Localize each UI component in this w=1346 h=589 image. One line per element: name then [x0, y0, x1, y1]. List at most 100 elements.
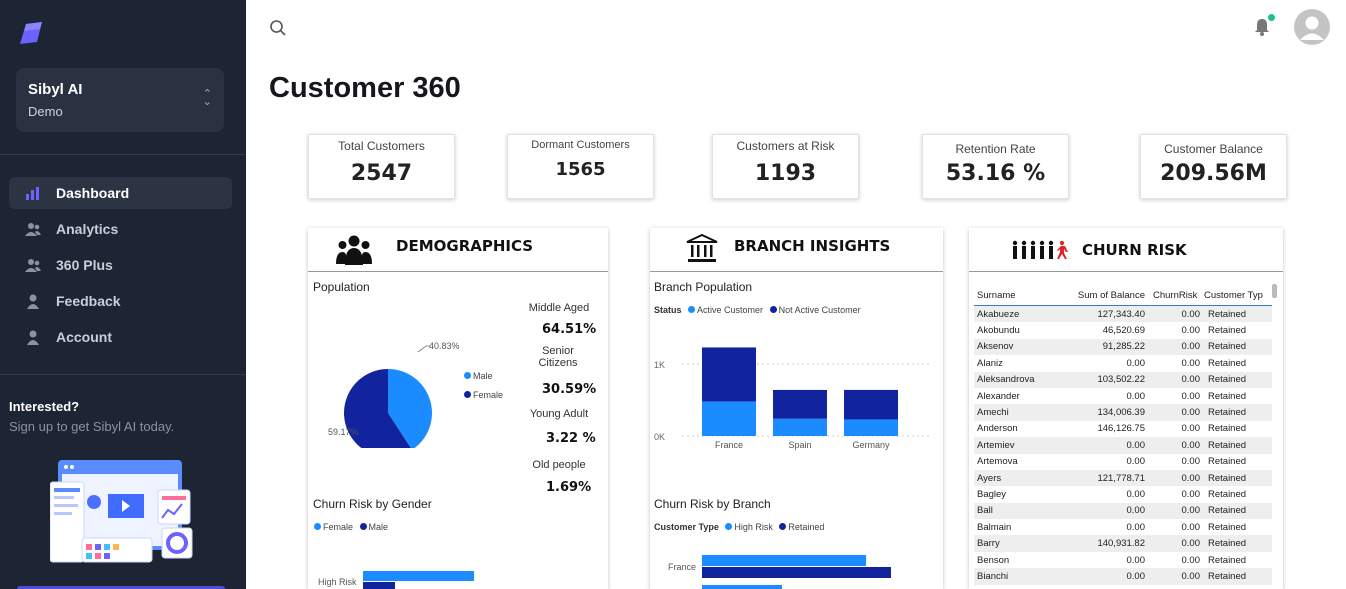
cell-balance: 140,931.82 — [1097, 538, 1145, 550]
cell-balance: 134,006.39 — [1097, 407, 1145, 419]
nav-label: Dashboard — [56, 185, 130, 201]
users-icon — [25, 259, 41, 272]
legend-label: Retained — [788, 522, 825, 532]
legend-title: Customer Type — [654, 522, 719, 532]
cell-surname: Aksenov — [977, 341, 1014, 353]
table-header: Surname Sum of Balance ChurnRisk Custome… — [974, 286, 1272, 306]
churn-risk-panel: CHURN RISK Surname Sum of Balance ChurnR… — [969, 228, 1283, 589]
table-row[interactable]: Bianchi 0.00 0.00 Retained — [974, 568, 1272, 585]
legend-label: High Risk — [734, 522, 773, 532]
cell-churnrisk: 0.00 — [1181, 538, 1201, 550]
col-header-churnrisk[interactable]: ChurnRisk — [1153, 290, 1198, 301]
bar-germany-not-active — [844, 389, 898, 420]
cell-customer-type: Retained — [1208, 521, 1247, 533]
nav-item-analytics[interactable]: Analytics — [9, 213, 232, 245]
kpi-customers-at-risk: Customers at Risk 1193 — [712, 134, 859, 199]
pie-slice-female — [344, 369, 411, 448]
stat-label: Young Adult — [529, 408, 589, 420]
churn-gender-label: Churn Risk by Gender — [313, 497, 432, 511]
nav-item-dashboard[interactable]: Dashboard — [9, 177, 232, 209]
user-avatar-icon — [1300, 16, 1324, 40]
table-row[interactable]: Alexander 0.00 0.00 Retained — [974, 388, 1272, 404]
kpi-customer-balance: Customer Balance 209.56M — [1140, 134, 1287, 199]
bar-france-not-active — [702, 347, 756, 402]
legend-label: Not Active Customer — [778, 305, 861, 315]
table-row[interactable]: Bagley 0.00 0.00 Retained — [974, 486, 1272, 502]
churn-branch-legend: Customer Type High Risk Retained — [654, 522, 824, 532]
cell-customer-type: Retained — [1208, 456, 1247, 468]
org-switcher[interactable]: Sibyl AI Demo ⌃ ⌄ — [16, 68, 224, 132]
kpi-value: 2547 — [350, 161, 413, 186]
table-row[interactable]: Aleksandrova 103,502.22 0.00 Retained — [974, 371, 1272, 388]
table-row[interactable]: Benson 0.00 0.00 Retained — [974, 552, 1272, 568]
nav-item-account[interactable]: Account — [9, 321, 232, 353]
logo-icon[interactable] — [18, 20, 44, 46]
cell-churnrisk: 0.00 — [1181, 423, 1201, 435]
cell-surname: Artemiev — [977, 439, 1015, 451]
table-row[interactable]: Ayers 121,778.71 0.00 Retained — [974, 469, 1272, 487]
table-row[interactable]: Amechi 134,006.39 0.00 Retained — [974, 404, 1272, 421]
cell-surname: Amechi — [977, 407, 1009, 419]
table-row[interactable]: Artemiev 0.00 0.00 Retained — [974, 437, 1272, 454]
table-row[interactable]: Ball 0.00 0.00 Retained — [974, 502, 1272, 520]
table-row[interactable]: Akabueze 127,343.40 0.00 Retained — [974, 306, 1272, 323]
cell-churnrisk: 0.00 — [1181, 570, 1201, 582]
population-label: Population — [313, 280, 370, 294]
legend-label: Female — [473, 390, 504, 400]
cell-surname: Alexander — [977, 390, 1020, 402]
table-row[interactable]: Anderson 146,126.75 0.00 Retained — [974, 421, 1272, 437]
bar-france-high-risk — [702, 555, 866, 566]
stat-value: 30.59% — [542, 382, 597, 397]
cell-customer-type: Retained — [1208, 538, 1247, 550]
table-row[interactable]: Alaniz 0.00 0.00 Retained — [974, 355, 1272, 371]
table-scrollbar[interactable] — [1272, 284, 1277, 298]
table-row[interactable]: Balmain 0.00 0.00 Retained — [974, 519, 1272, 535]
divider — [0, 154, 246, 155]
cell-surname: Akobundu — [977, 325, 1020, 337]
cell-surname: Benson — [977, 554, 1010, 566]
org-name: Sibyl AI — [28, 81, 83, 98]
col-header-balance[interactable]: Sum of Balance — [1077, 290, 1145, 301]
cell-customer-type: Retained — [1208, 390, 1247, 402]
cell-churnrisk: 0.00 — [1181, 472, 1201, 484]
bar-germany-active — [844, 419, 898, 436]
bell-icon[interactable] — [1254, 18, 1270, 36]
kpi-value: 1565 — [555, 159, 606, 180]
user-icon — [27, 294, 39, 309]
panel-title: BRANCH INSIGHTS — [734, 237, 891, 255]
cell-surname: Anderson — [977, 423, 1018, 435]
bar-spain-high-risk — [702, 585, 782, 589]
churn-gender-legend: Female Male — [310, 522, 388, 532]
y-tick-label: 0K — [654, 432, 665, 442]
cell-customer-type: Retained — [1208, 505, 1247, 517]
col-header-surname[interactable]: Surname — [977, 290, 1016, 301]
col-header-customer-type[interactable]: Customer Typ — [1204, 290, 1263, 301]
cell-churnrisk: 0.00 — [1181, 439, 1201, 451]
branch-insights-panel: BRANCH INSIGHTS Branch Population Status… — [650, 228, 943, 589]
panel-title: DEMOGRAPHICS — [396, 237, 534, 255]
avatar[interactable] — [1294, 9, 1330, 45]
sidebar-nav: Dashboard Analytics 360 Plus Feedback Ac… — [9, 177, 232, 357]
kpi-value: 209.56M — [1160, 161, 1267, 186]
pie-label-male: 40.83% — [429, 341, 460, 351]
signup-button[interactable] — [17, 586, 225, 589]
table-row[interactable]: Akobundu 46,520.69 0.00 Retained — [974, 322, 1272, 338]
kpi-value: 53.16 % — [945, 161, 1046, 186]
table-row[interactable]: Barry 140,931.82 0.00 Retained — [974, 535, 1272, 552]
dashboard-illustration — [50, 460, 193, 563]
cell-churnrisk: 0.00 — [1181, 407, 1201, 419]
cell-balance: 0.00 — [1126, 456, 1146, 468]
nav-item-feedback[interactable]: Feedback — [9, 285, 232, 317]
search-icon[interactable] — [269, 19, 287, 37]
panel-header: BRANCH INSIGHTS — [650, 228, 943, 272]
cell-surname: Bianchi — [977, 570, 1009, 582]
cell-surname: Alaniz — [977, 357, 1003, 369]
nav-item-360-plus[interactable]: 360 Plus — [9, 249, 232, 281]
kpi-label: Customer Balance — [1164, 142, 1263, 156]
table-row[interactable]: Artemova 0.00 0.00 Retained — [974, 454, 1272, 470]
pie-leader-line — [417, 345, 430, 353]
bar-female-high-risk — [363, 571, 474, 581]
kpi-label: Customers at Risk — [736, 139, 835, 153]
promo-subtitle: Sign up to get Sibyl AI today. — [9, 419, 175, 434]
table-row[interactable]: Aksenov 91,285.22 0.00 Retained — [974, 338, 1272, 356]
